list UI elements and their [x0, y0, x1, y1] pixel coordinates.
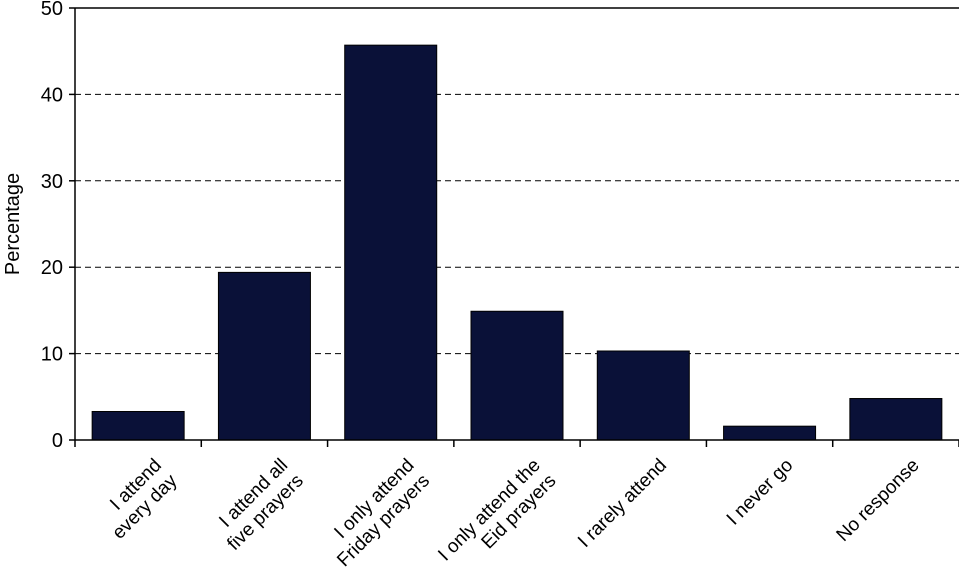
y-tick-label: 40: [41, 84, 63, 106]
bar-2: [344, 44, 438, 441]
bar-3: [470, 310, 564, 441]
y-tick-label: 0: [52, 430, 63, 452]
x-category-label: I never go: [723, 455, 798, 530]
bar-1: [217, 271, 311, 441]
bar-4: [596, 350, 690, 441]
y-axis-title: Percentage: [2, 173, 24, 275]
y-tick-label: 10: [41, 344, 63, 366]
y-tick-label: 20: [41, 257, 63, 279]
bar-6: [849, 398, 943, 441]
x-category-label-line: No response: [833, 455, 924, 546]
x-category-label-line: I never go: [723, 455, 798, 530]
x-category-label-line: I rarely attend: [574, 455, 671, 552]
x-category-label: No response: [833, 455, 924, 546]
bar-5: [723, 425, 817, 441]
bars: [91, 44, 943, 441]
y-tick-label: 30: [41, 171, 63, 193]
bar-0: [91, 410, 185, 441]
y-tick-label: 50: [41, 0, 63, 20]
axes: [69, 7, 959, 447]
x-category-label: I rarely attend: [574, 455, 671, 552]
